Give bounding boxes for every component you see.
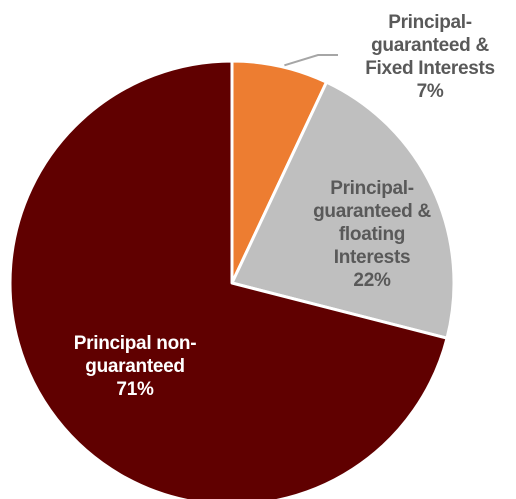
slice-label-line: guaranteed xyxy=(85,356,184,377)
slice-value-label: 71% xyxy=(116,379,154,400)
slice-label-3: Principal non-guaranteed 71% xyxy=(74,333,196,400)
leader-line-1 xyxy=(284,54,338,67)
slice-label-line: Principal non- xyxy=(74,333,196,354)
slice-label-line: guaranteed & xyxy=(313,201,431,222)
slice-label-2: Principal-guaranteed & floating Interests 2… xyxy=(313,178,431,291)
slice-label-line: Interests xyxy=(334,247,411,268)
slice-label-1: Principal-guaranteed & Fixed Interests 7% xyxy=(365,12,495,102)
slice-label-line: floating xyxy=(339,224,405,245)
slice-value-label: 7% xyxy=(417,81,444,102)
slice-label-line: Principal- xyxy=(330,178,414,199)
slice-value-label: 22% xyxy=(353,270,391,291)
pie-slice-3 xyxy=(8,59,449,499)
pie-slices xyxy=(8,59,456,499)
slice-labels: Principal-guaranteed & Fixed Interests 7%P… xyxy=(74,12,495,400)
slice-label-line: Fixed Interests xyxy=(365,58,495,79)
pie-slice-2 xyxy=(230,80,456,340)
slice-label-line: Principal- xyxy=(388,12,472,33)
slice-label-line: guaranteed & xyxy=(371,35,489,56)
leader-lines xyxy=(284,54,338,67)
